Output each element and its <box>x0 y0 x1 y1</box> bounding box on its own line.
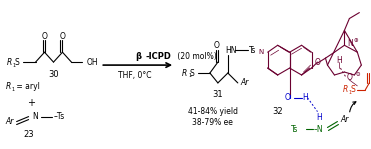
Text: S: S <box>14 58 19 67</box>
Text: N: N <box>347 39 353 48</box>
Text: H: H <box>316 113 322 122</box>
Text: β: β <box>135 52 141 61</box>
Text: OH: OH <box>86 58 98 67</box>
Text: O: O <box>347 73 352 82</box>
Text: 1: 1 <box>348 90 351 95</box>
Text: N: N <box>259 49 264 55</box>
Text: 1: 1 <box>13 63 16 68</box>
FancyArrowPatch shape <box>350 102 356 112</box>
Text: O: O <box>59 32 65 41</box>
Text: Ar: Ar <box>6 117 14 126</box>
Text: HN: HN <box>225 46 236 55</box>
Text: H: H <box>336 56 342 65</box>
Text: S: S <box>190 69 195 77</box>
Text: O: O <box>285 93 290 102</box>
Text: –N: –N <box>313 125 323 134</box>
Text: (20 mol%): (20 mol%) <box>175 52 217 61</box>
Text: Ts: Ts <box>249 46 256 55</box>
Text: O: O <box>315 58 321 67</box>
Text: Ar: Ar <box>341 115 349 124</box>
Text: 1: 1 <box>12 87 15 92</box>
Text: 30: 30 <box>48 69 59 79</box>
Text: -ICPD: -ICPD <box>145 52 171 61</box>
Text: +: + <box>27 98 35 108</box>
Text: 23: 23 <box>23 130 34 139</box>
Text: THF, 0°C: THF, 0°C <box>118 72 152 80</box>
Text: 41-84% yield: 41-84% yield <box>188 107 238 116</box>
Text: 1: 1 <box>188 73 191 79</box>
Text: 32: 32 <box>272 107 283 116</box>
Text: –Ts: –Ts <box>53 112 65 121</box>
Text: S: S <box>350 85 355 94</box>
Text: Ts: Ts <box>291 125 298 134</box>
Text: H: H <box>303 93 308 102</box>
Text: Ar: Ar <box>241 78 249 87</box>
Text: ⊕: ⊕ <box>353 38 358 43</box>
Text: R: R <box>7 58 12 67</box>
Text: 31: 31 <box>213 90 223 99</box>
Text: 38-79% ee: 38-79% ee <box>193 118 233 127</box>
Text: O: O <box>42 32 47 41</box>
Text: R: R <box>6 82 11 91</box>
Text: = aryl: = aryl <box>14 82 40 91</box>
Text: O: O <box>214 41 220 50</box>
Text: N: N <box>33 112 38 121</box>
Text: ⊖: ⊖ <box>355 72 359 76</box>
Text: R: R <box>342 85 348 94</box>
Text: R: R <box>182 69 187 77</box>
